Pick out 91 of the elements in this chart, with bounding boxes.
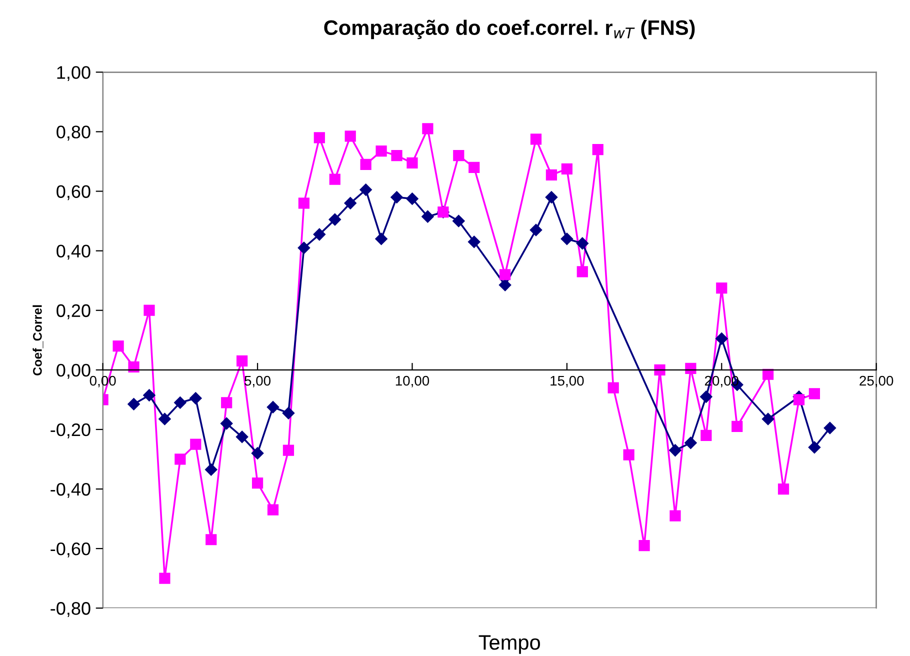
point (700, 430, 712, 441)
point (530, 224, 542, 236)
y-tick-label: 0,40 (56, 244, 90, 260)
point (298, 242, 310, 254)
point (158, 412, 171, 426)
point (220, 417, 233, 430)
point (670, 510, 681, 522)
point (778, 483, 790, 495)
y-tick-label: 0,20 (56, 304, 90, 320)
point (328, 213, 341, 226)
point (406, 192, 418, 205)
point (112, 340, 124, 352)
point (205, 464, 218, 476)
point (144, 304, 155, 316)
point (468, 236, 480, 248)
point (143, 389, 156, 402)
point (190, 438, 202, 450)
point (623, 449, 634, 460)
point (314, 132, 325, 144)
point (360, 158, 372, 170)
point (762, 412, 774, 426)
point (266, 401, 280, 414)
point (808, 441, 821, 454)
y-axis-title: Coef_Correl (32, 305, 44, 376)
point (128, 361, 140, 372)
point (174, 396, 186, 409)
point (329, 174, 340, 185)
point (468, 162, 480, 173)
point (560, 232, 574, 245)
chart-title: Comparação do coef.correl. r$_{wT}$ (FNS) (324, 20, 695, 40)
point (390, 191, 403, 204)
point (282, 406, 295, 420)
y-tick-label: 0,80 (56, 126, 90, 141)
y-tick-label: -0,20 (50, 423, 90, 438)
y-tick-label: -0,40 (50, 482, 90, 498)
point (530, 134, 542, 145)
point (592, 144, 604, 156)
point (762, 368, 774, 380)
point (360, 184, 372, 196)
point (174, 454, 186, 465)
point (391, 150, 402, 162)
point (576, 237, 588, 250)
point (375, 232, 388, 245)
point (251, 447, 264, 460)
point (684, 436, 697, 449)
y-tick-label: -0,80 (50, 602, 90, 617)
point (793, 394, 805, 406)
x-axis-title: Tempo (478, 635, 540, 654)
point (236, 430, 248, 443)
x-tick-label: 10,00 (396, 376, 430, 388)
y-tick-label: -0,60 (50, 542, 90, 558)
point (654, 364, 666, 376)
point (422, 210, 434, 223)
x-tick-label: 25,00 (860, 376, 894, 388)
point (808, 388, 820, 400)
point (221, 397, 232, 408)
y-tick-label: 1,00 (57, 66, 90, 82)
point (608, 382, 619, 394)
point (406, 157, 418, 169)
point (252, 478, 264, 489)
point (716, 282, 728, 294)
point (700, 390, 712, 403)
point (561, 163, 572, 174)
point (499, 269, 511, 280)
point (498, 278, 512, 292)
point (267, 504, 279, 516)
x-tick-label: 15,00 (550, 376, 584, 388)
point (236, 355, 248, 367)
point (344, 130, 356, 142)
point (716, 332, 728, 345)
point (128, 398, 140, 410)
y-tick-label: 0,60 (56, 185, 90, 200)
point (546, 169, 558, 180)
point (422, 123, 434, 134)
point (298, 198, 310, 209)
point (206, 534, 217, 546)
point (453, 150, 464, 162)
point (313, 228, 326, 241)
point (685, 362, 696, 374)
point (824, 422, 836, 434)
point (282, 444, 294, 456)
point (545, 191, 558, 204)
point (669, 444, 682, 456)
point (159, 572, 170, 584)
point (190, 392, 202, 404)
point (376, 146, 387, 157)
point (344, 197, 356, 210)
point (638, 540, 650, 552)
point (576, 266, 588, 278)
point (452, 214, 465, 228)
point (732, 420, 743, 432)
